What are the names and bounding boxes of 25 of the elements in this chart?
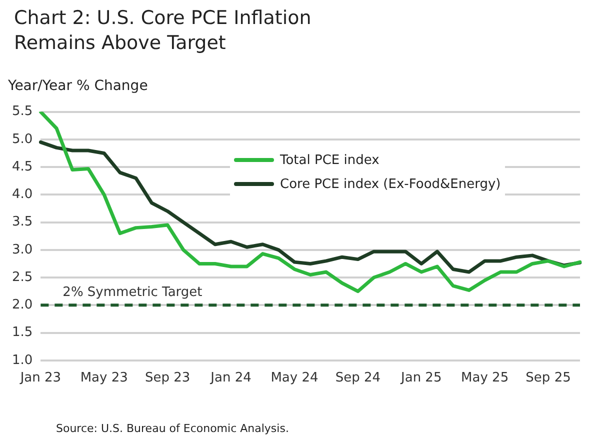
x-tick-label: Jan 25 [400,370,442,386]
y-tick-label: 2.5 [12,270,33,285]
chart-title: Chart 2: U.S. Core PCE Inflation Remains Above Target [14,6,312,56]
x-tick-label: May 24 [270,370,318,386]
x-tick-label: Sep 23 [144,370,190,386]
x-tick-label: May 23 [80,370,128,386]
y-tick-label: 4.5 [12,159,33,174]
y-tick-label: 1.5 [12,325,33,340]
legend-label: Core PCE index (Ex-Food&Energy) [280,176,501,192]
y-tick-label: 4.0 [12,187,33,202]
y-axis-title: Year/Year % Change [8,78,148,94]
y-tick-label: 5.5 [12,104,33,120]
source-note: Source: U.S. Bureau of Economic Analysis. [56,422,289,435]
x-tick-label: May 25 [461,370,509,386]
y-tick-label: 3.0 [12,242,33,258]
legend-label: Total PCE index [280,152,380,168]
x-tick-label: Sep 25 [526,370,571,386]
x-tick-label: Jan 23 [19,370,62,386]
y-tick-label: 5.0 [12,132,33,147]
y-tick-label: 3.5 [12,214,33,230]
x-tick-label: Jan 24 [210,370,252,386]
y-tick-label: 1.0 [12,352,33,368]
y-tick-label: 2.0 [12,298,33,313]
ref-line-label: 2% Symmetric Target [62,285,202,300]
x-tick-label: Sep 24 [335,370,381,386]
